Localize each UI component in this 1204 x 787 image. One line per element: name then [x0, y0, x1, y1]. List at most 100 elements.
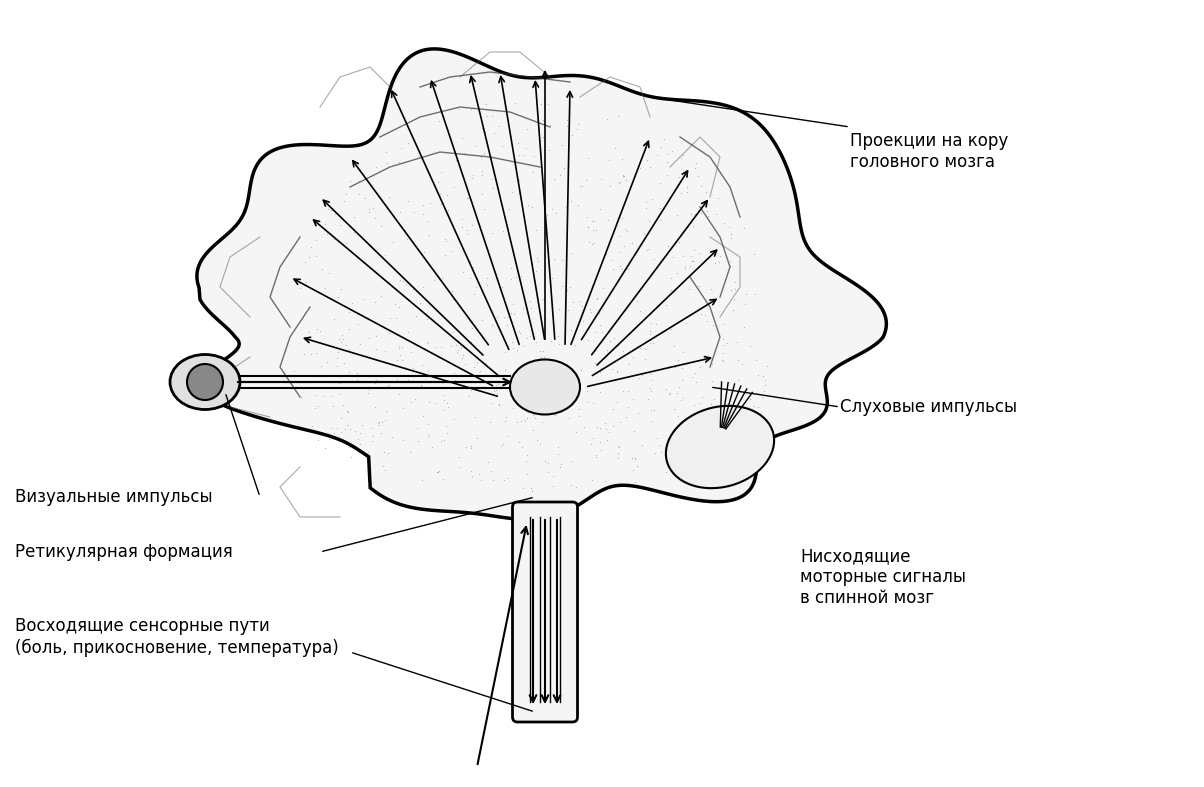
Point: [674, 249, 694, 262]
Point: [471, 364, 490, 377]
Point: [545, 392, 565, 405]
Point: [642, 385, 661, 397]
Point: [520, 294, 539, 307]
Point: [300, 325, 319, 338]
Point: [424, 273, 443, 286]
Point: [452, 342, 471, 354]
Point: [624, 393, 643, 405]
Point: [734, 321, 754, 334]
Point: [704, 393, 724, 405]
Point: [641, 324, 660, 337]
Point: [677, 316, 696, 329]
Point: [588, 421, 607, 434]
Point: [495, 310, 514, 323]
Point: [527, 265, 547, 278]
Point: [399, 374, 418, 386]
Point: [321, 204, 341, 216]
Point: [639, 242, 659, 255]
Point: [608, 365, 627, 378]
Point: [573, 300, 592, 312]
Point: [613, 153, 632, 165]
Point: [491, 439, 510, 452]
Point: [418, 337, 437, 349]
Point: [596, 417, 615, 430]
Point: [610, 260, 630, 272]
Point: [477, 98, 496, 110]
Point: [601, 334, 620, 347]
Point: [631, 305, 650, 318]
Point: [507, 370, 526, 382]
Point: [318, 227, 337, 240]
Point: [324, 233, 343, 246]
Point: [683, 220, 702, 232]
Point: [307, 249, 326, 262]
Point: [484, 474, 503, 486]
Point: [329, 346, 348, 359]
Point: [636, 342, 655, 355]
Point: [348, 367, 367, 379]
Point: [662, 145, 681, 157]
Point: [335, 194, 354, 207]
Point: [327, 352, 347, 364]
Point: [667, 267, 686, 279]
Point: [697, 205, 716, 217]
Point: [608, 439, 627, 452]
Point: [588, 293, 607, 305]
Point: [690, 428, 709, 441]
Point: [467, 431, 486, 444]
Point: [647, 318, 666, 331]
Point: [418, 345, 437, 357]
Point: [489, 182, 508, 194]
Point: [509, 187, 529, 199]
Point: [690, 361, 709, 374]
Point: [449, 450, 468, 463]
Point: [559, 304, 578, 316]
Point: [650, 201, 669, 214]
Point: [661, 272, 680, 284]
Point: [542, 400, 561, 412]
Point: [507, 271, 526, 283]
Point: [348, 374, 367, 386]
Point: [586, 326, 606, 338]
Point: [538, 466, 557, 478]
Point: [641, 328, 660, 341]
Point: [358, 386, 377, 399]
Point: [449, 103, 468, 116]
Point: [582, 238, 601, 250]
Point: [507, 344, 526, 357]
Point: [683, 255, 702, 268]
Point: [517, 412, 536, 424]
Point: [636, 195, 655, 208]
Point: [609, 246, 628, 258]
Point: [361, 422, 380, 434]
Point: [431, 340, 450, 353]
Point: [690, 279, 709, 292]
Point: [580, 303, 600, 316]
Point: [289, 375, 308, 388]
Point: [563, 295, 583, 308]
Point: [462, 335, 482, 348]
Point: [612, 212, 631, 224]
Point: [438, 204, 458, 216]
Point: [389, 388, 408, 401]
Point: [429, 115, 448, 127]
Point: [622, 237, 642, 249]
Point: [431, 198, 450, 210]
Point: [521, 301, 541, 314]
Point: [752, 391, 772, 404]
Point: [691, 308, 710, 320]
Point: [641, 382, 660, 394]
Point: [610, 416, 630, 428]
Point: [592, 326, 612, 338]
Point: [720, 260, 739, 272]
Point: [371, 427, 390, 439]
Point: [315, 282, 335, 294]
Point: [604, 331, 624, 344]
Point: [725, 283, 744, 296]
Point: [633, 438, 653, 451]
Point: [698, 353, 718, 365]
Point: [701, 398, 720, 411]
Point: [590, 319, 609, 331]
Point: [710, 249, 730, 262]
Point: [541, 118, 560, 131]
